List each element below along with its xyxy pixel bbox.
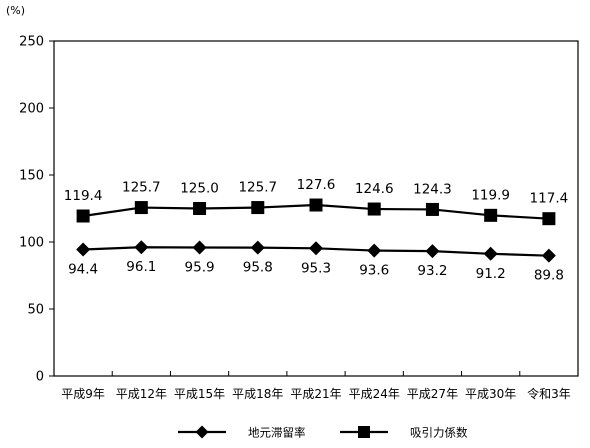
local-retention-rate-point xyxy=(309,241,323,256)
x-tick-label: 平成24年 xyxy=(349,387,400,401)
attraction-coefficient-data-label: 119.9 xyxy=(471,187,510,203)
x-tick-label: 令和3年 xyxy=(527,386,571,401)
legend: 地元滞留率 吸引力係数 xyxy=(178,425,468,440)
x-tick-label: 平成21年 xyxy=(290,387,341,401)
x-tick-label: 平成27年 xyxy=(407,387,458,401)
x-tick-label: 平成12年 xyxy=(116,387,167,401)
attraction-coefficient-point xyxy=(134,201,148,215)
attraction-coefficient-data-label: 124.6 xyxy=(355,181,394,197)
attraction-coefficient-data-label: 124.3 xyxy=(413,181,452,197)
local-retention-rate-data-label: 95.3 xyxy=(301,260,331,276)
attraction-coefficient-point xyxy=(193,202,207,215)
x-tick-label: 平成15年 xyxy=(174,387,225,401)
local-retention-rate-point xyxy=(134,240,149,255)
y-tick-label: 50 xyxy=(27,303,44,318)
local-retention-rate-point xyxy=(425,244,440,259)
x-tick-label: 平成9年 xyxy=(61,387,105,401)
attraction-coefficient-point xyxy=(251,201,265,215)
attraction-coefficient-data-label: 125.7 xyxy=(122,180,161,196)
attraction-coefficient-data-label: 127.6 xyxy=(297,177,336,193)
y-tick-label: 250 xyxy=(19,35,44,50)
attraction-coefficient-data-label: 125.0 xyxy=(180,181,219,197)
legend-local-retention-rate-label: 地元滞留率 xyxy=(248,426,306,440)
attraction-coefficient-data-label: 125.7 xyxy=(238,180,277,196)
attraction-coefficient-series: 119.4 125.7 125.0 125.7 127.6 124.6 124.3 119.9… xyxy=(64,177,569,226)
local-retention-rate-data-label: 95.8 xyxy=(243,260,273,276)
attraction-coefficient-point xyxy=(425,202,439,216)
attraction-coefficient-data-label: 117.4 xyxy=(530,191,569,207)
local-retention-rate-data-label: 93.6 xyxy=(359,263,389,279)
legend-local-retention-rate-marker xyxy=(195,425,209,439)
local-retention-rate-data-label: 89.8 xyxy=(534,268,564,284)
y-tick-label: 200 xyxy=(19,102,44,117)
x-tick-label: 平成30年 xyxy=(465,387,516,401)
series-layer: 94.4 96.1 95.9 95.8 95.3 93.6 93.2 91.2 89.8 119.… xyxy=(64,177,568,284)
x-axis: 平成9年 平成12年 平成15年 平成18年 平成21年 平成24年 平成27年 平成30年令… xyxy=(61,371,571,401)
legend-attraction-coefficient-marker xyxy=(358,426,370,438)
attraction-coefficient-point xyxy=(309,198,323,212)
local-retention-rate-data-label: 91.2 xyxy=(476,266,506,282)
x-tick-label: 平成18年 xyxy=(232,387,283,401)
local-retention-rate-point xyxy=(76,242,91,257)
legend-attraction-coefficient-label: 吸引力係数 xyxy=(410,426,468,440)
local-retention-rate-point xyxy=(483,246,498,261)
y-tick-label: 150 xyxy=(19,169,44,184)
local-retention-rate-point xyxy=(250,240,265,255)
y-axis-unit: (%) xyxy=(6,4,25,17)
local-retention-rate-data-label: 94.4 xyxy=(68,262,98,278)
y-axis: 0 50 100 150 200 250 xyxy=(19,35,54,385)
attraction-coefficient-point xyxy=(484,208,498,222)
local-retention-rate-data-label: 95.9 xyxy=(185,259,215,275)
attraction-coefficient-point xyxy=(367,202,381,216)
attraction-coefficient-point xyxy=(76,209,90,223)
local-retention-rate-point xyxy=(367,243,382,258)
y-tick-label: 100 xyxy=(19,236,44,251)
attraction-coefficient-point xyxy=(542,212,556,226)
local-retention-rate-point xyxy=(192,240,207,255)
legend-attraction-coefficient: 吸引力係数 xyxy=(340,426,468,440)
local-retention-rate-point xyxy=(541,248,556,263)
local-retention-rate-data-label: 96.1 xyxy=(126,259,156,275)
local-retention-rate-series: 94.4 96.1 95.9 95.8 95.3 93.6 93.2 91.2 89.8 xyxy=(68,240,564,284)
y-tick-label: 0 xyxy=(36,370,44,385)
local-retention-rate-data-label: 93.2 xyxy=(417,263,447,279)
legend-local-retention-rate: 地元滞留率 xyxy=(178,425,306,440)
attraction-coefficient-data-label: 119.4 xyxy=(64,188,103,204)
